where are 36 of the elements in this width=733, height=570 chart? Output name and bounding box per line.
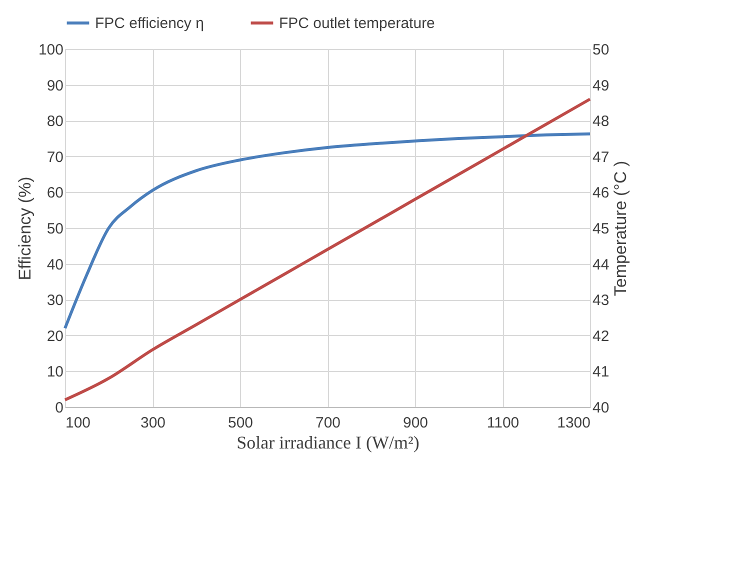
x-tick-label: 300 bbox=[140, 414, 166, 432]
x-tick-label: 1100 bbox=[486, 414, 520, 432]
y2-tick-label: 41 bbox=[592, 364, 610, 381]
x-tick-label: 700 bbox=[315, 414, 341, 432]
y2-tick-label: 50 bbox=[592, 42, 610, 58]
y-tick-label: 50 bbox=[46, 220, 64, 238]
y-tick-label: 10 bbox=[46, 364, 64, 381]
y-tick-label: 30 bbox=[46, 292, 64, 310]
legend-label: FPC efficiency η bbox=[95, 15, 204, 32]
y2-axis-title: Temperature (°C ) bbox=[611, 160, 630, 296]
line-series bbox=[64, 132, 592, 330]
y-tick-label: 60 bbox=[46, 184, 64, 202]
y-tick-label: 80 bbox=[46, 113, 64, 130]
y-tick-label: 20 bbox=[46, 328, 64, 345]
x-tick-label: 500 bbox=[228, 414, 254, 432]
y-tick-label: 40 bbox=[46, 256, 64, 274]
y2-tick-label: 43 bbox=[592, 292, 610, 310]
line-series bbox=[64, 98, 592, 402]
y2-tick-label: 48 bbox=[592, 113, 610, 130]
y-tick-label: 100 bbox=[38, 42, 64, 58]
y2-tick-label: 42 bbox=[592, 328, 610, 345]
y-tick-label: 0 bbox=[55, 400, 64, 416]
y-tick-label: 90 bbox=[46, 77, 64, 94]
y-axis-title: Efficiency (%) bbox=[15, 176, 34, 280]
y2-tick-label: 47 bbox=[592, 148, 610, 166]
y2-tick-label: 45 bbox=[592, 220, 610, 238]
y2-tick-label: 46 bbox=[592, 184, 610, 202]
x-tick-label: 1300 bbox=[557, 414, 590, 432]
y-tick-label: 70 bbox=[46, 148, 64, 166]
y2-tick-label: 49 bbox=[592, 77, 610, 94]
x-axis-title: Solar irradiance I (W/m²) bbox=[236, 432, 420, 452]
x-tick-label: 900 bbox=[402, 414, 428, 432]
y2-tick-label: 40 bbox=[592, 400, 610, 416]
y2-tick-label: 44 bbox=[592, 256, 610, 274]
legend-label: FPC outlet temperature bbox=[279, 15, 435, 32]
x-tick-label: 100 bbox=[66, 414, 91, 432]
